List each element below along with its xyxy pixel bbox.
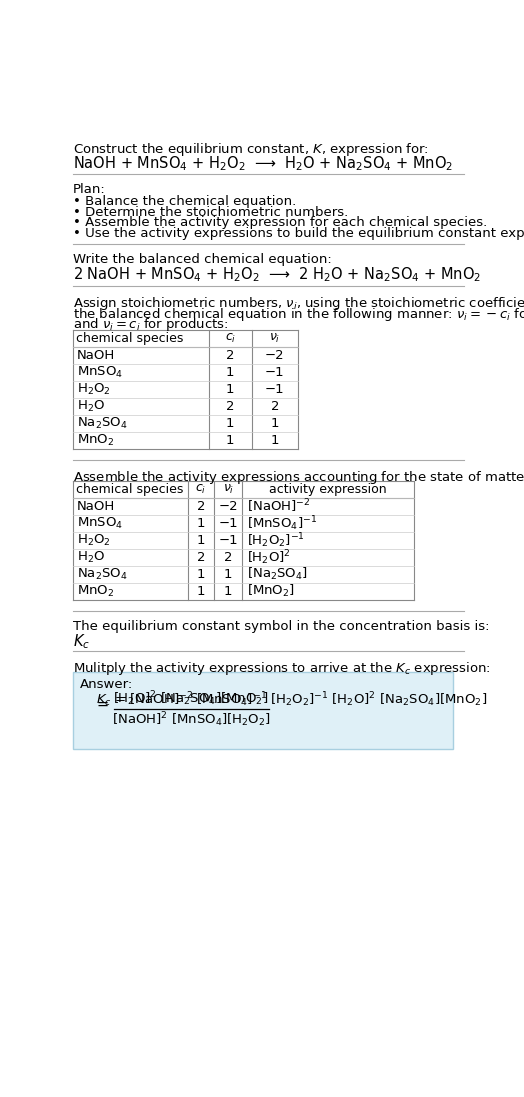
Text: H$_2$O: H$_2$O	[77, 550, 105, 565]
Text: NaOH: NaOH	[77, 349, 115, 362]
Text: 1: 1	[224, 568, 233, 581]
Text: −1: −1	[219, 534, 238, 547]
Text: The equilibrium constant symbol in the concentration basis is:: The equilibrium constant symbol in the c…	[73, 620, 490, 633]
Text: =: =	[96, 697, 108, 712]
Text: −2: −2	[265, 349, 285, 362]
Text: MnSO$_4$: MnSO$_4$	[77, 365, 123, 381]
Text: 2: 2	[197, 551, 205, 564]
Text: −1: −1	[265, 383, 285, 396]
Text: H$_2$O$_2$: H$_2$O$_2$	[77, 533, 111, 548]
Text: Answer:: Answer:	[80, 678, 133, 691]
Text: H$_2$O$_2$: H$_2$O$_2$	[77, 382, 111, 397]
Text: [H$_2$O$_2$]$^{-1}$: [H$_2$O$_2$]$^{-1}$	[247, 531, 305, 550]
Text: MnO$_2$: MnO$_2$	[77, 433, 114, 448]
Text: −1: −1	[265, 366, 285, 380]
Text: MnO$_2$: MnO$_2$	[77, 584, 114, 599]
Text: [NaOH]$^2$ [MnSO$_4$][H$_2$O$_2$]: [NaOH]$^2$ [MnSO$_4$][H$_2$O$_2$]	[112, 711, 270, 730]
Text: MnSO$_4$: MnSO$_4$	[77, 516, 123, 531]
Text: 2 NaOH + MnSO$_4$ + H$_2$O$_2$  ⟶  2 H$_2$O + Na$_2$SO$_4$ + MnO$_2$: 2 NaOH + MnSO$_4$ + H$_2$O$_2$ ⟶ 2 H$_2$…	[73, 265, 482, 284]
Text: Write the balanced chemical equation:: Write the balanced chemical equation:	[73, 253, 332, 267]
Text: NaOH: NaOH	[77, 500, 115, 513]
Text: [MnSO$_4$]$^{-1}$: [MnSO$_4$]$^{-1}$	[247, 514, 317, 533]
Text: Na$_2$SO$_4$: Na$_2$SO$_4$	[77, 567, 128, 581]
Text: [MnO$_2$]: [MnO$_2$]	[247, 584, 295, 599]
Text: 2: 2	[197, 500, 205, 513]
Text: 1: 1	[226, 434, 234, 446]
Text: • Balance the chemical equation.: • Balance the chemical equation.	[73, 195, 297, 207]
Text: 2: 2	[226, 400, 234, 414]
Text: H$_2$O: H$_2$O	[77, 399, 105, 414]
FancyBboxPatch shape	[73, 672, 453, 749]
Text: $K_c$ = [NaOH]$^{-2}$ [MnSO$_4$]$^{-1}$ [H$_2$O$_2$]$^{-1}$ [H$_2$O]$^2$ [Na$_2$: $K_c$ = [NaOH]$^{-2}$ [MnSO$_4$]$^{-1}$ …	[96, 691, 488, 710]
Text: [Na$_2$SO$_4$]: [Na$_2$SO$_4$]	[247, 566, 308, 583]
Text: $\nu_i$: $\nu_i$	[223, 483, 234, 496]
Text: the balanced chemical equation in the following manner: $\nu_i = -c_i$ for react: the balanced chemical equation in the fo…	[73, 306, 524, 323]
Text: 2: 2	[226, 349, 234, 362]
Text: 1: 1	[226, 366, 234, 380]
Text: −2: −2	[219, 500, 238, 513]
Text: Construct the equilibrium constant, $K$, expression for:: Construct the equilibrium constant, $K$,…	[73, 140, 429, 158]
Text: 1: 1	[197, 534, 205, 547]
Text: activity expression: activity expression	[269, 483, 387, 496]
Text: 1: 1	[226, 383, 234, 396]
Text: 1: 1	[224, 585, 233, 598]
Text: 1: 1	[197, 568, 205, 581]
Text: chemical species: chemical species	[77, 483, 184, 496]
Text: 1: 1	[270, 434, 279, 446]
Text: $\nu_i$: $\nu_i$	[269, 332, 280, 346]
Text: 1: 1	[197, 585, 205, 598]
Text: [H$_2$O]$^2$: [H$_2$O]$^2$	[247, 548, 291, 567]
Text: [H$_2$O]$^2$ [Na$_2$SO$_4$][MnO$_2$]: [H$_2$O]$^2$ [Na$_2$SO$_4$][MnO$_2$]	[114, 689, 269, 708]
Text: Na$_2$SO$_4$: Na$_2$SO$_4$	[77, 416, 128, 431]
Text: Assemble the activity expressions accounting for the state of matter and $\nu_i$: Assemble the activity expressions accoun…	[73, 468, 524, 486]
Text: $c_i$: $c_i$	[225, 332, 236, 346]
Text: NaOH + MnSO$_4$ + H$_2$O$_2$  ⟶  H$_2$O + Na$_2$SO$_4$ + MnO$_2$: NaOH + MnSO$_4$ + H$_2$O$_2$ ⟶ H$_2$O + …	[73, 154, 453, 172]
Text: • Use the activity expressions to build the equilibrium constant expression.: • Use the activity expressions to build …	[73, 227, 524, 240]
Text: 2: 2	[224, 551, 233, 564]
Text: Plan:: Plan:	[73, 183, 106, 196]
Text: 2: 2	[270, 400, 279, 414]
Text: Assign stoichiometric numbers, $\nu_i$, using the stoichiometric coefficients, $: Assign stoichiometric numbers, $\nu_i$, …	[73, 295, 524, 312]
Text: Mulitply the activity expressions to arrive at the $K_c$ expression:: Mulitply the activity expressions to arr…	[73, 660, 491, 677]
Text: and $\nu_i = c_i$ for products:: and $\nu_i = c_i$ for products:	[73, 316, 229, 333]
Text: • Determine the stoichiometric numbers.: • Determine the stoichiometric numbers.	[73, 205, 348, 218]
Text: 1: 1	[197, 517, 205, 530]
Text: • Assemble the activity expression for each chemical species.: • Assemble the activity expression for e…	[73, 216, 487, 229]
Text: [NaOH]$^{-2}$: [NaOH]$^{-2}$	[247, 498, 310, 516]
Text: $K_c$: $K_c$	[73, 632, 90, 651]
Text: chemical species: chemical species	[77, 332, 184, 346]
Text: $c_i$: $c_i$	[195, 483, 207, 496]
Text: 1: 1	[270, 417, 279, 430]
Text: −1: −1	[219, 517, 238, 530]
Text: 1: 1	[226, 417, 234, 430]
